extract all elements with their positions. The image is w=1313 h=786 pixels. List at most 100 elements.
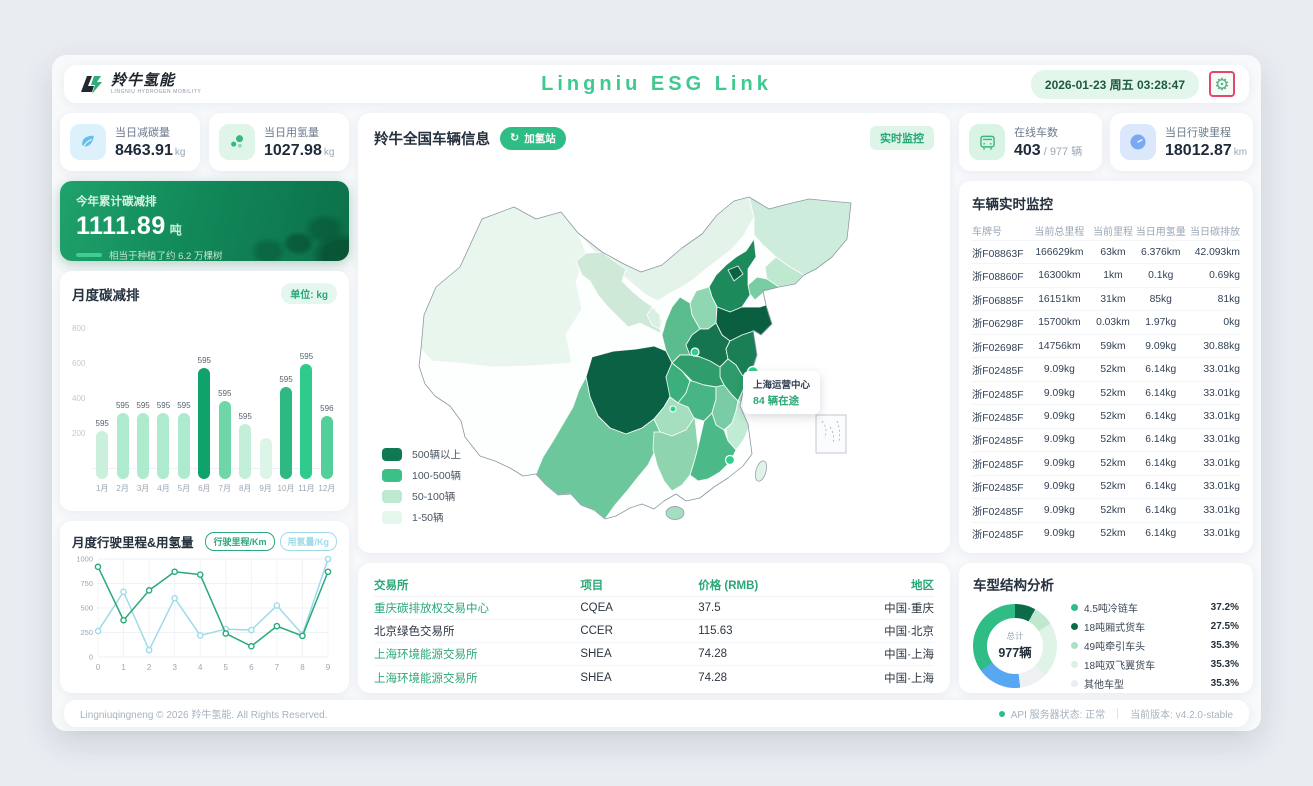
cell: 33.01kg	[1203, 411, 1240, 423]
settings-button[interactable]: ⚙	[1209, 71, 1235, 97]
legend-label: 1-50辆	[412, 512, 444, 524]
map-tooltip: 上海运营中心 84 辆在途	[743, 371, 821, 414]
exchange-price: 74.28	[698, 671, 727, 684]
bar-chart-bars: 595 1月 595 2月 595 3月 595 4月 595 5月 595 6月 595 7月 595 8月…	[92, 312, 337, 494]
bar-chart-baseline	[92, 468, 335, 469]
mix-type-pct: 35.3%	[1210, 640, 1239, 651]
svg-text:3: 3	[172, 663, 177, 672]
mix-type-name: 4.5吨冷链车	[1084, 604, 1138, 615]
vehicle-table-rows[interactable]: 浙F08863F 166629km 63km 6.376km 42.093km 浙F088…	[972, 240, 1240, 545]
cell: 52km	[1100, 434, 1126, 446]
bar	[198, 368, 211, 479]
cell: 16151km	[1038, 293, 1081, 305]
legend-swatch	[382, 511, 402, 524]
api-status-dot	[998, 710, 1005, 717]
cell: 6.14kg	[1145, 364, 1177, 376]
stat-value: 403	[1014, 142, 1041, 159]
cell: 1km	[1103, 270, 1123, 282]
cell: 33.01kg	[1203, 457, 1240, 469]
leaf-icon	[70, 124, 106, 160]
cell: 52km	[1100, 481, 1126, 493]
exchange-region: 中国·北京	[884, 626, 934, 638]
cell: 浙F02485F	[972, 483, 1024, 495]
cell: 15700km	[1038, 317, 1081, 329]
mix-legend-item: 49吨牵引车头 35.3%	[1071, 638, 1239, 653]
svg-text:0: 0	[96, 663, 101, 672]
exchange-name: 重庆碳排放权交易中心	[374, 603, 489, 615]
y-tick-label: 800	[72, 324, 86, 333]
truck-icon	[969, 124, 1005, 160]
stat-label: 当日减碳量	[115, 127, 170, 139]
y-tick-label: 200	[72, 429, 86, 438]
bar	[157, 413, 170, 479]
cell: 0.1kg	[1148, 270, 1174, 282]
caption-dash-icon	[76, 253, 102, 257]
bar	[239, 424, 252, 479]
svg-text:1: 1	[121, 663, 126, 672]
vehicle-mix-donut: 总计 977辆	[973, 603, 1057, 688]
annual-value: 1111.89	[76, 212, 166, 240]
cell: 6.14kg	[1145, 528, 1177, 540]
bar-column: 596 12月	[317, 312, 337, 494]
cell: 81kg	[1217, 293, 1240, 305]
cell: 9.09kg	[1043, 481, 1075, 493]
line-legend-pill[interactable]: 行驶里程/Km	[205, 532, 275, 551]
cell: 9.09kg	[1043, 364, 1075, 376]
datetime-pill[interactable]: 2026-01-23 周五 03:28:47	[1030, 69, 1199, 99]
bar	[96, 431, 109, 479]
cell: 9.09kg	[1043, 411, 1075, 423]
line-legend-pill[interactable]: 用氢量/Kg	[279, 532, 337, 551]
vehicle-row: 浙F02485F 9.09kg 52km 6.14kg 33.01kg	[972, 498, 1240, 521]
cell: 14756km	[1038, 340, 1081, 352]
bar-value-label: 595	[115, 401, 130, 410]
mix-type-name: 49吨牵引车头	[1084, 642, 1146, 653]
stat-unit: kg	[174, 147, 186, 158]
exchange-row: 重庆碳排放权交易中心 CQEA 37.5 中国·重庆	[374, 597, 934, 620]
legend-dot	[1071, 661, 1078, 668]
cell: 63km	[1100, 246, 1126, 258]
svg-text:0: 0	[89, 653, 93, 662]
topbar: 羚牛氢能 LINGNIU HYDROGEN MOBILITY Lingniu E…	[64, 65, 1249, 103]
stat-card-carbon: 当日减碳量 8463.91 kg	[60, 113, 200, 171]
bar-column: 9月	[255, 312, 275, 494]
exchange-code: SHEA	[580, 671, 612, 684]
y-tick-label: 400	[72, 394, 86, 403]
cell: 52km	[1100, 457, 1126, 469]
legend-dot	[1071, 623, 1078, 630]
vehicle-row: 浙F06298F 15700km 0.03km 1.97kg 0kg	[972, 310, 1240, 333]
column-header: 当前里程	[1092, 226, 1133, 238]
bar-column: 595 3月	[133, 312, 153, 494]
molecule-icon	[219, 124, 255, 160]
cell: 42.093km	[1194, 246, 1240, 258]
line-chart-title: 月度行驶里程&用氢量	[72, 536, 194, 550]
monitor-badge[interactable]: 实时监控	[870, 126, 934, 150]
exchange-row: 北京绿色交易所 CCER 115.63 中国·北京	[374, 620, 934, 643]
cell: 33.01kg	[1203, 434, 1240, 446]
copyright: Lingniuqingneng © 2026 羚牛氢能. All Rights …	[80, 710, 328, 721]
svg-text:1000: 1000	[76, 555, 93, 564]
svg-text:7: 7	[275, 663, 280, 672]
cell: 33.01kg	[1203, 481, 1240, 493]
cell: 0.03km	[1096, 317, 1130, 329]
stat-unit: kg	[323, 147, 335, 158]
cell: 6.14kg	[1145, 457, 1177, 469]
line-chart: 1000 750 500 250 00 1 2 3 4 5 6 7 8 9	[76, 555, 332, 672]
carbon-exchange-card: 交易所 项目 价格 (RMB) 地区 重庆碳排放权交易中心 CQEA 37.5 中国·重庆北…	[358, 563, 950, 693]
map-legend-item: 500辆以上	[382, 447, 461, 462]
map-legend: 500辆以上 100-500辆 50-100辆 1-50辆	[382, 447, 461, 525]
exchange-price: 115.63	[698, 625, 733, 637]
annual-label: 今年累计碳减排	[76, 196, 157, 208]
bar-value-label: 595	[197, 356, 211, 365]
annual-unit: 吨	[169, 223, 183, 237]
legend-label: 50-100辆	[412, 491, 456, 503]
cell: 6.376km	[1141, 246, 1181, 258]
map-legend-item: 100-500辆	[382, 468, 461, 483]
vehicle-row: 浙F02485F 9.09kg 52km 6.14kg 33.01kg	[972, 380, 1240, 404]
station-badge[interactable]: ↻ 加氢站	[500, 126, 566, 150]
api-status: API 服务器状态: 正常	[1010, 710, 1106, 721]
stat-card-online: 在线车数 403/ 977 辆	[959, 113, 1102, 171]
stat-label: 当日行驶里程	[1165, 127, 1231, 139]
legend-swatch	[382, 448, 402, 461]
exchange-table-header: 交易所 项目 价格 (RMB) 地区	[374, 573, 934, 597]
exchange-name: 上海环境能源交易所	[374, 672, 478, 685]
